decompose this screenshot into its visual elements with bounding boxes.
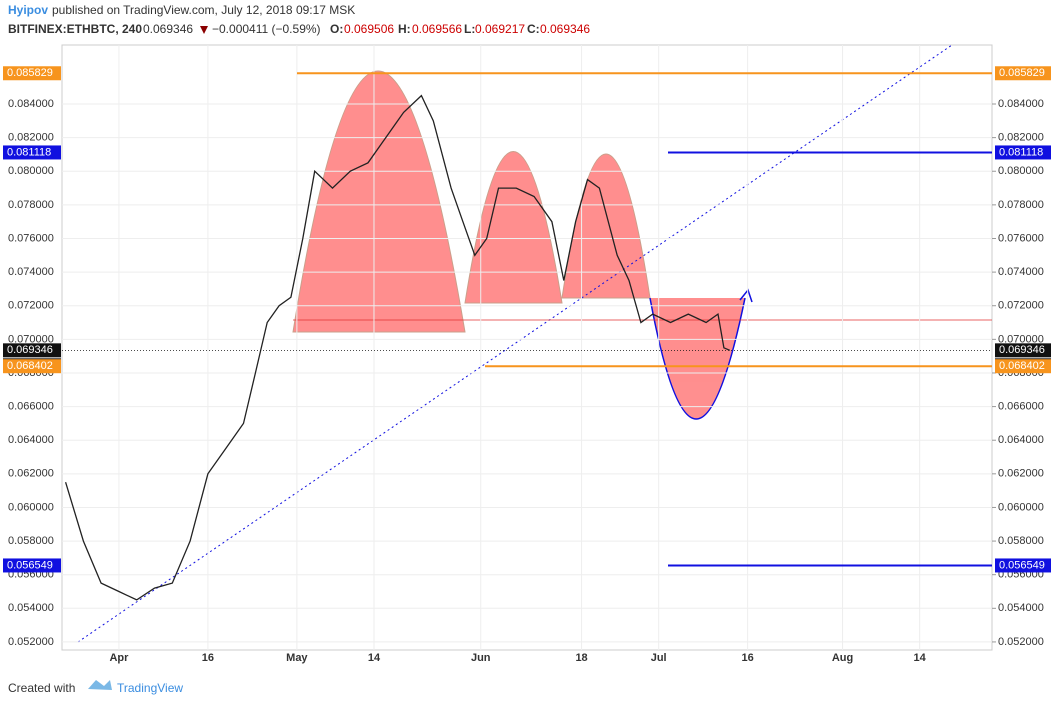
- price-label: 0.069346: [999, 344, 1045, 356]
- price-label: 0.081118: [999, 146, 1043, 158]
- y-tick-label: 0.080000: [998, 165, 1044, 177]
- close-label: C:: [527, 22, 540, 36]
- y-tick-label: 0.060000: [998, 501, 1044, 513]
- close: 0.069346: [540, 22, 590, 36]
- y-tick-label: 0.064000: [8, 434, 54, 446]
- y-tick-label: 0.072000: [8, 300, 54, 312]
- price-box: [3, 558, 61, 573]
- high-label: H:: [398, 22, 411, 36]
- trend-line: [77, 44, 953, 643]
- price-box: [995, 343, 1051, 358]
- symbol: BITFINEX:ETHBTC, 240: [8, 22, 142, 36]
- x-tick-label: Jul: [651, 652, 667, 664]
- x-tick-label: 18: [575, 652, 587, 664]
- y-tick-label: 0.058000: [8, 535, 54, 547]
- x-tick-label: 16: [202, 652, 214, 664]
- y-tick-label: 0.058000: [998, 535, 1044, 547]
- x-tick-label: Jun: [471, 652, 491, 664]
- price-label: 0.068402: [999, 360, 1045, 372]
- logo: [88, 680, 112, 690]
- y-tick-label: 0.084000: [8, 98, 54, 110]
- y-tick-label: 0.066000: [998, 400, 1044, 412]
- y-tick-label: 0.080000: [8, 165, 54, 177]
- y-tick-label: 0.074000: [8, 266, 54, 278]
- price-box: [995, 145, 1051, 160]
- open: 0.069506: [344, 22, 394, 36]
- x-tick-label: 14: [368, 652, 381, 664]
- price-label: 0.069346: [7, 344, 53, 356]
- open-label: O:: [330, 22, 343, 36]
- y-tick-label: 0.072000: [998, 300, 1044, 312]
- x-tick-label: Aug: [832, 652, 853, 664]
- price-box: [995, 66, 1051, 81]
- price-box: [3, 359, 61, 374]
- published: published on TradingView.com, July 12, 2…: [52, 3, 355, 17]
- y-tick-label: 0.078000: [998, 199, 1044, 211]
- last: 0.069346: [143, 22, 193, 36]
- price-line: [64, 94, 731, 601]
- x-tick-label: 16: [742, 652, 754, 664]
- price-label: 0.056549: [999, 559, 1045, 571]
- change: −0.000411 (−0.59%): [212, 22, 321, 36]
- y-tick-label: 0.054000: [8, 602, 54, 614]
- price-box: [3, 145, 61, 160]
- price-box: [995, 558, 1051, 573]
- plot-frame: [61, 44, 993, 651]
- brand[interactable]: TradingView: [117, 681, 183, 695]
- shoulder-arc: [464, 151, 563, 304]
- y-tick-label: 0.070000: [8, 333, 54, 345]
- y-tick-label: 0.060000: [8, 501, 54, 513]
- price-label: 0.081118: [7, 146, 51, 158]
- y-tick-label: 0.062000: [998, 468, 1044, 480]
- down-arrow: [200, 26, 208, 34]
- low-label: L:: [464, 22, 475, 36]
- y-tick-label: 0.076000: [8, 232, 54, 244]
- y-tick-label: 0.078000: [8, 199, 54, 211]
- y-tick-label: 0.076000: [998, 232, 1044, 244]
- price-label: 0.085829: [999, 67, 1045, 79]
- price-box: [3, 66, 61, 81]
- y-tick-label: 0.082000: [8, 132, 54, 144]
- y-tick-label: 0.052000: [8, 636, 54, 648]
- price-box: [3, 343, 61, 358]
- y-tick-label: 0.054000: [998, 602, 1044, 614]
- y-tick-label: 0.070000: [998, 333, 1044, 345]
- high: 0.069566: [412, 22, 462, 36]
- head-arc: [292, 70, 466, 333]
- y-tick-label: 0.066000: [8, 400, 54, 412]
- price-label: 0.056549: [7, 559, 53, 571]
- y-tick-label: 0.052000: [998, 636, 1044, 648]
- author[interactable]: Hyipov: [8, 3, 48, 17]
- x-tick-label: May: [286, 652, 308, 664]
- cup-arc: [650, 298, 745, 419]
- patterns: [292, 70, 745, 419]
- low: 0.069217: [475, 22, 525, 36]
- y-tick-label: 0.082000: [998, 132, 1044, 144]
- y-tick-label: 0.084000: [998, 98, 1044, 110]
- y-tick-label: 0.064000: [998, 434, 1044, 446]
- price-label: 0.068402: [7, 360, 53, 372]
- x-tick-label: 14: [914, 652, 927, 664]
- x-tick-label: Apr: [109, 652, 129, 664]
- y-tick-label: 0.062000: [8, 468, 54, 480]
- created: Created with: [8, 681, 75, 695]
- price-box: [995, 359, 1051, 374]
- y-tick-label: 0.074000: [998, 266, 1044, 278]
- price-label: 0.085829: [7, 67, 53, 79]
